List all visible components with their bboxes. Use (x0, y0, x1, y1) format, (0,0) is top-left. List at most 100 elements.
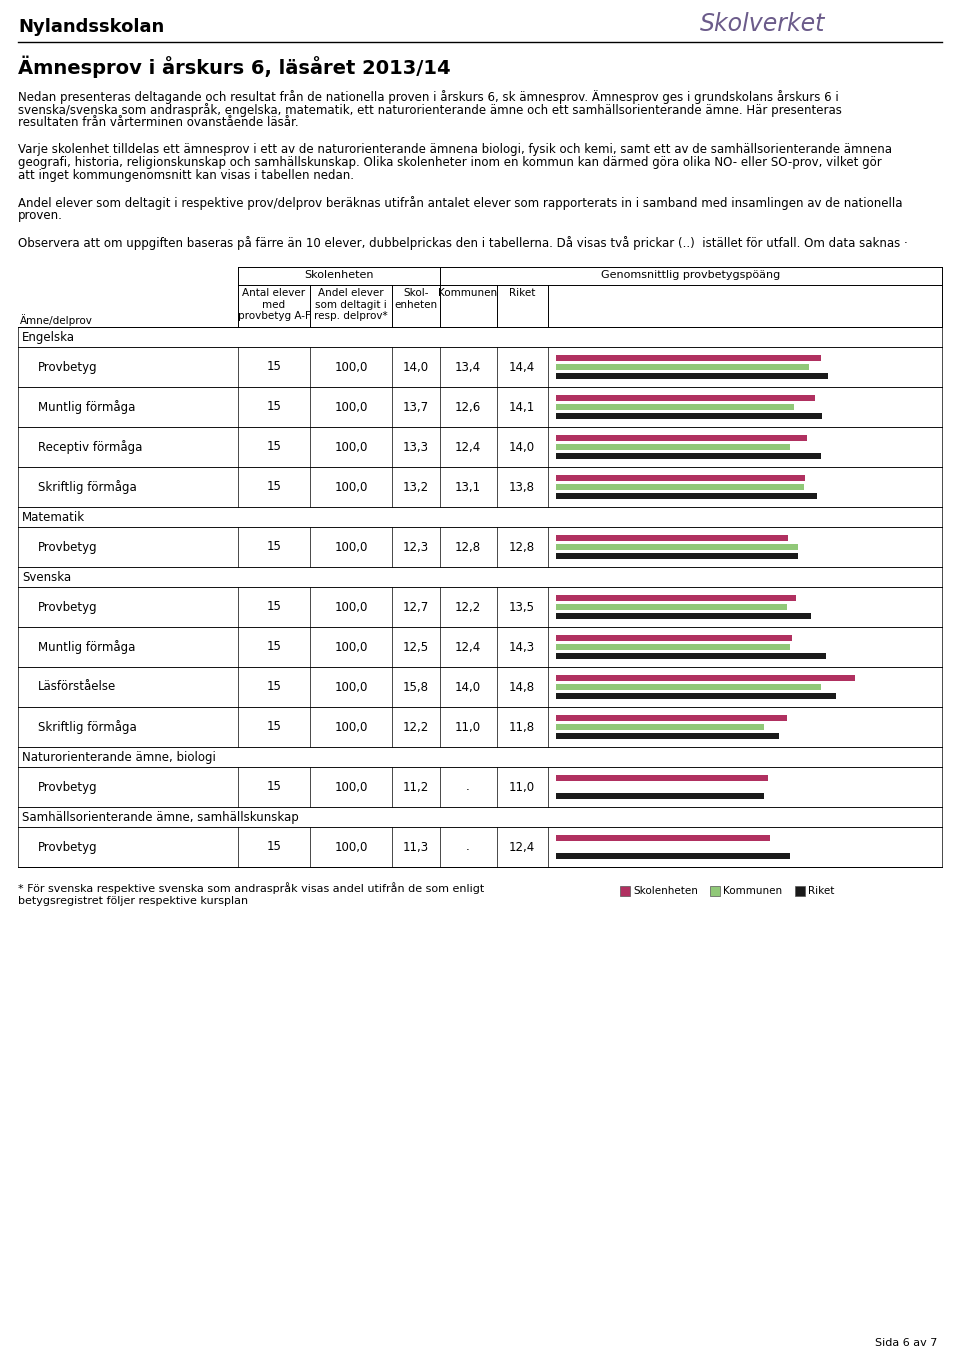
Text: 12,8: 12,8 (455, 540, 481, 554)
Text: 12,4: 12,4 (455, 640, 481, 654)
Text: Skolverket: Skolverket (700, 12, 826, 36)
Bar (556, 604, 786, 611)
Text: Skolenheten: Skolenheten (304, 270, 373, 280)
Text: Skriftlig förmåga: Skriftlig förmåga (38, 720, 136, 734)
Text: * För svenska respektive svenska som andraspråk visas andel utifrån de som enlig: * För svenska respektive svenska som and… (18, 882, 484, 905)
Text: Ämne/delprov: Ämne/delprov (20, 313, 93, 326)
Bar (556, 553, 798, 559)
Text: resultaten från vårterminen ovanstående läsår.: resultaten från vårterminen ovanstående … (18, 116, 299, 128)
Text: 12,8: 12,8 (509, 540, 535, 554)
Text: 13,7: 13,7 (403, 400, 429, 413)
Text: 100,0: 100,0 (334, 600, 368, 613)
Bar (556, 404, 794, 409)
Text: 13,4: 13,4 (455, 361, 481, 373)
Text: Ämnesprov i årskurs 6, läsåret 2013/14: Ämnesprov i årskurs 6, läsåret 2013/14 (18, 55, 450, 78)
Text: Samhällsorienterande ämne, samhällskunskap: Samhällsorienterande ämne, samhällskunsk… (22, 811, 299, 824)
Text: Riket: Riket (509, 288, 535, 299)
Bar (556, 644, 790, 650)
Text: Riket: Riket (808, 886, 834, 896)
Text: Observera att om uppgiften baseras på färre än 10 elever, dubbelprickas den i ta: Observera att om uppgiften baseras på fä… (18, 236, 908, 250)
Bar (556, 594, 796, 601)
Bar (556, 453, 821, 459)
Bar (556, 413, 823, 419)
Bar (556, 373, 828, 380)
Text: proven.: proven. (18, 209, 62, 222)
Text: 12,4: 12,4 (455, 440, 481, 454)
Bar (556, 493, 817, 499)
Bar (556, 535, 788, 540)
Text: Sida 6 av 7: Sida 6 av 7 (875, 1337, 937, 1348)
Text: Provbetyg: Provbetyg (38, 781, 98, 793)
Text: 15: 15 (267, 361, 281, 373)
Text: Antal elever
med
provbetyg A-F: Antal elever med provbetyg A-F (237, 288, 310, 322)
Text: 14,0: 14,0 (455, 681, 481, 693)
Bar (556, 613, 811, 619)
Text: Provbetyg: Provbetyg (38, 840, 98, 854)
Text: Provbetyg: Provbetyg (38, 600, 98, 613)
Text: Provbetyg: Provbetyg (38, 540, 98, 554)
Bar (620, 886, 630, 896)
Text: 100,0: 100,0 (334, 640, 368, 654)
Text: 15: 15 (267, 540, 281, 554)
Text: Läsförståelse: Läsförståelse (38, 681, 116, 693)
Text: 11,0: 11,0 (509, 781, 535, 793)
Text: 15: 15 (267, 681, 281, 693)
Bar (556, 544, 798, 550)
Text: 100,0: 100,0 (334, 481, 368, 493)
Bar (795, 886, 805, 896)
Bar (556, 852, 790, 859)
Text: 15: 15 (267, 600, 281, 613)
Text: 11,0: 11,0 (455, 720, 481, 734)
Text: Skol-
enheten: Skol- enheten (395, 288, 438, 309)
Bar (556, 684, 821, 690)
Text: Skriftlig förmåga: Skriftlig förmåga (38, 480, 136, 494)
Text: 12,7: 12,7 (403, 600, 429, 613)
Text: 12,4: 12,4 (509, 840, 535, 854)
Text: Receptiv förmåga: Receptiv förmåga (38, 440, 142, 454)
Text: 13,5: 13,5 (509, 600, 535, 613)
Bar (556, 363, 809, 370)
Text: Nylandsskolan: Nylandsskolan (18, 18, 164, 36)
Bar (556, 724, 764, 730)
Bar (556, 835, 770, 842)
Text: Kommunen: Kommunen (723, 886, 782, 896)
Text: Varje skolenhet tilldelas ett ämnesprov i ett av de naturorienterande ämnena bio: Varje skolenhet tilldelas ett ämnesprov … (18, 143, 892, 155)
Text: 11,3: 11,3 (403, 840, 429, 854)
Text: 100,0: 100,0 (334, 781, 368, 793)
Text: Genomsnittlig provbetygspöäng: Genomsnittlig provbetygspöäng (601, 270, 780, 280)
Text: 100,0: 100,0 (334, 681, 368, 693)
Bar (556, 653, 827, 659)
Text: 13,8: 13,8 (509, 481, 535, 493)
Bar (556, 484, 804, 490)
Bar (556, 355, 821, 361)
Text: Nedan presenteras deltagande och resultat från de nationella proven i årskurs 6,: Nedan presenteras deltagande och resulta… (18, 91, 839, 104)
Text: 15: 15 (267, 720, 281, 734)
Text: 13,1: 13,1 (455, 481, 481, 493)
Text: 12,2: 12,2 (455, 600, 481, 613)
Text: Matematik: Matematik (22, 511, 85, 524)
Text: .: . (467, 840, 469, 854)
Text: 14,8: 14,8 (509, 681, 535, 693)
Text: 15: 15 (267, 481, 281, 493)
Text: 13,2: 13,2 (403, 481, 429, 493)
Text: Muntlig förmåga: Muntlig förmåga (38, 400, 135, 413)
Text: 15,8: 15,8 (403, 681, 429, 693)
Text: att inget kommungenomsnitt kan visas i tabellen nedan.: att inget kommungenomsnitt kan visas i t… (18, 169, 354, 182)
Text: 11,2: 11,2 (403, 781, 429, 793)
Bar (556, 635, 792, 640)
Text: 15: 15 (267, 400, 281, 413)
Text: 100,0: 100,0 (334, 840, 368, 854)
Text: 12,3: 12,3 (403, 540, 429, 554)
Bar (556, 444, 790, 450)
Text: 14,0: 14,0 (403, 361, 429, 373)
Text: 12,2: 12,2 (403, 720, 429, 734)
Bar (556, 693, 836, 698)
Text: 100,0: 100,0 (334, 540, 368, 554)
Bar (710, 886, 720, 896)
Bar (556, 435, 807, 440)
Text: Andel elever som deltagit i respektive prov/delprov beräknas utifrån antalet ele: Andel elever som deltagit i respektive p… (18, 196, 902, 209)
Text: Andel elever
som deltagit i
resp. delprov*: Andel elever som deltagit i resp. delpro… (314, 288, 388, 322)
Text: 13,3: 13,3 (403, 440, 429, 454)
Text: 100,0: 100,0 (334, 720, 368, 734)
Text: 15: 15 (267, 781, 281, 793)
